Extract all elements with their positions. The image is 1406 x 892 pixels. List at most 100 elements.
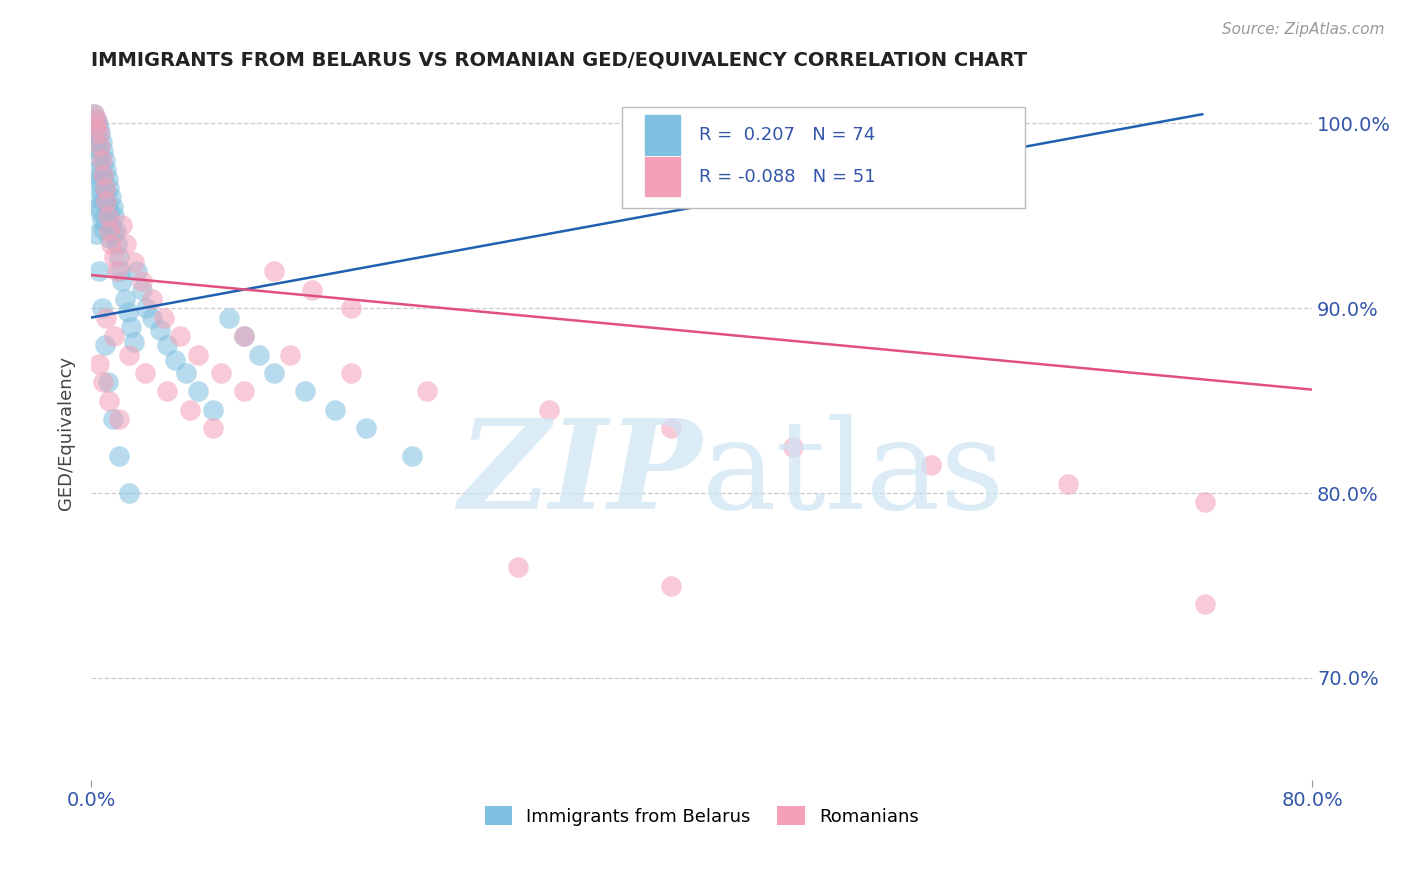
Point [86, 116, 108, 130]
Point [89, 176, 111, 190]
Point [202, 403, 225, 417]
Point [83, 107, 105, 121]
FancyBboxPatch shape [623, 107, 1025, 208]
Point [263, 366, 285, 380]
Point [174, 366, 197, 380]
Point [87, 264, 110, 278]
Point [108, 264, 131, 278]
Point [83, 107, 105, 121]
Point [83, 190, 105, 204]
Point [508, 560, 530, 574]
Point [87, 357, 110, 371]
Point [135, 301, 157, 316]
Point [537, 403, 560, 417]
Point [89, 126, 111, 140]
Point [232, 384, 254, 399]
Point [202, 421, 225, 435]
Point [339, 366, 361, 380]
Point [339, 301, 361, 316]
Point [94, 338, 117, 352]
Point [98, 224, 121, 238]
Point [83, 126, 105, 140]
Point [96, 162, 118, 177]
Point [131, 283, 153, 297]
Point [90, 301, 112, 316]
Point [97, 172, 120, 186]
Point [94, 181, 117, 195]
Point [659, 578, 682, 592]
Legend: Immigrants from Belarus, Romanians: Immigrants from Belarus, Romanians [477, 799, 927, 833]
Point [278, 347, 301, 361]
Point [96, 186, 118, 201]
Point [131, 274, 153, 288]
Point [93, 222, 115, 236]
Point [90, 212, 112, 227]
Point [86, 112, 108, 127]
Point [416, 384, 439, 399]
FancyBboxPatch shape [644, 114, 681, 156]
Point [84, 112, 107, 127]
Point [156, 338, 179, 352]
Point [782, 440, 804, 454]
Point [84, 138, 107, 153]
Text: R =  0.207   N = 74: R = 0.207 N = 74 [699, 126, 876, 144]
Point [134, 366, 156, 380]
Point [247, 347, 270, 361]
Point [153, 310, 176, 325]
Point [96, 194, 118, 208]
Point [105, 236, 128, 251]
Point [107, 250, 129, 264]
Point [209, 366, 232, 380]
Point [84, 227, 107, 242]
Text: IMMIGRANTS FROM BELARUS VS ROMANIAN GED/EQUIVALENCY CORRELATION CHART: IMMIGRANTS FROM BELARUS VS ROMANIAN GED/… [91, 51, 1028, 70]
Point [96, 310, 118, 325]
Point [120, 319, 142, 334]
Point [90, 153, 112, 168]
Point [325, 403, 347, 417]
Point [93, 376, 115, 390]
Point [96, 212, 118, 227]
Point [100, 190, 122, 204]
Point [93, 194, 115, 208]
Point [98, 231, 121, 245]
Point [87, 172, 110, 186]
Point [93, 145, 115, 159]
Point [115, 236, 138, 251]
Point [100, 236, 122, 251]
Point [156, 384, 179, 399]
Point [920, 458, 942, 473]
Point [87, 126, 110, 140]
Point [118, 347, 141, 361]
Point [401, 449, 423, 463]
Point [165, 353, 187, 368]
Point [87, 145, 110, 159]
Point [98, 181, 121, 195]
Point [141, 310, 163, 325]
Point [107, 449, 129, 463]
Point [93, 168, 115, 182]
Point [94, 181, 117, 195]
Point [169, 329, 191, 343]
Point [86, 131, 108, 145]
Point [117, 305, 139, 319]
Point [141, 292, 163, 306]
Point [114, 292, 136, 306]
Point [1194, 495, 1216, 509]
Point [105, 264, 128, 278]
Point [103, 250, 125, 264]
Point [84, 120, 107, 135]
Point [232, 329, 254, 343]
Point [89, 153, 111, 168]
Point [90, 135, 112, 149]
Point [1194, 597, 1216, 611]
FancyBboxPatch shape [644, 156, 681, 197]
Point [87, 200, 110, 214]
Point [98, 393, 121, 408]
Point [90, 186, 112, 201]
Y-axis label: GED/Equivalency: GED/Equivalency [58, 356, 75, 510]
Point [354, 421, 377, 435]
Text: atlas: atlas [702, 414, 1005, 535]
Point [118, 486, 141, 500]
Point [94, 153, 117, 168]
Point [187, 384, 209, 399]
